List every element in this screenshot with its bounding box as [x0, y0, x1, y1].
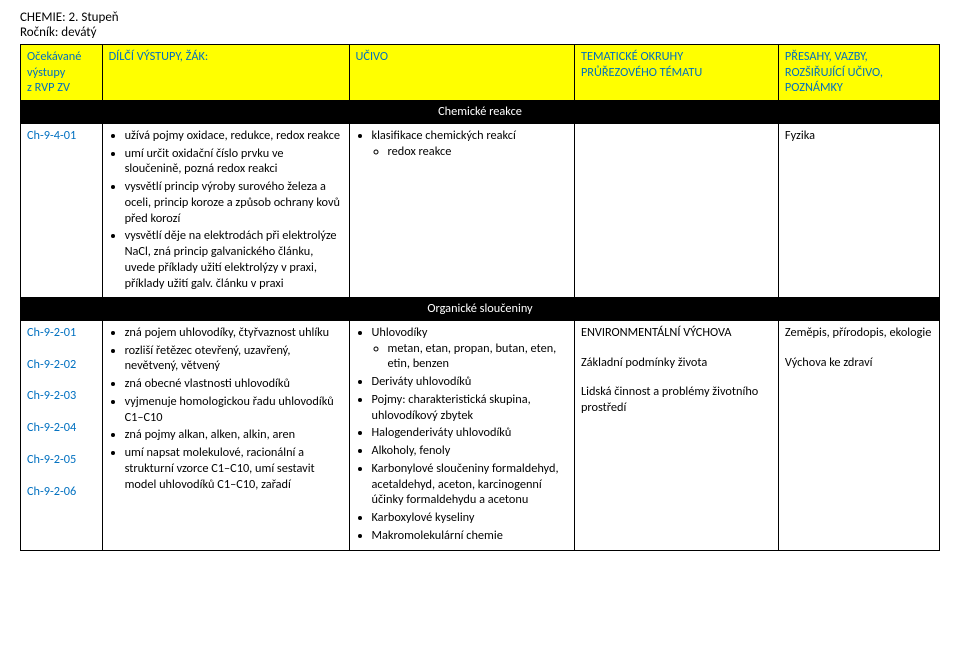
presahy-line: Výchova ke zdraví [785, 355, 933, 371]
outcome-item: vysvětlí princip výroby surového železa … [125, 179, 343, 226]
tema-line: Základní podmínky života [581, 355, 772, 371]
ucivo-item: Karboxylové kyseliny [372, 510, 568, 526]
outcomes-list: užívá pojmy oxidace, redukce, redox reak… [109, 128, 343, 291]
tema-line: Lidská činnost a problémy životního pros… [581, 384, 772, 415]
ucivo-text: Deriváty uhlovodíků [372, 374, 472, 389]
cell-presahy-2: Zeměpis, přírodopis, ekologie Výchova ke… [778, 321, 939, 551]
cell-outcomes-1: užívá pojmy oxidace, redukce, redox reak… [102, 123, 349, 297]
ucivo-sublist: redox reakce [372, 144, 568, 160]
section-title: Organické sloučeniny [21, 298, 940, 321]
hdr-col-1: DÍLČÍ VÝSTUPY, ŽÁK: [102, 45, 349, 101]
outcome-item: umí napsat molekulové, racionální a stru… [125, 445, 343, 492]
outcome-item: rozliší řetězec otevřený, uzavřený, nevě… [125, 343, 343, 374]
cell-presahy-1: Fyzika [778, 123, 939, 297]
section-row-chemicke-reakce: Chemické reakce [21, 101, 940, 124]
grade-line: Ročník: devátý [20, 25, 940, 40]
ucivo-item: Uhlovodíkymetan, etan, propan, butan, et… [372, 325, 568, 372]
outcome-item: vyjmenuje homologickou řadu uhlovodíků C… [125, 394, 343, 425]
code-text: Ch-9-2-04 [27, 420, 96, 436]
table-header-row: Očekávané výstupy z RVP ZV DÍLČÍ VÝSTUPY… [21, 45, 940, 101]
ucivo-subitem: metan, etan, propan, butan, eten, etin, … [388, 341, 568, 372]
hdr-col-2: UČIVO [349, 45, 574, 101]
ucivo-sublist: metan, etan, propan, butan, eten, etin, … [372, 341, 568, 372]
hdr-col-3: TEMATICKÉ OKRUHY PRŮŘEZOVÉHO TÉMATU [574, 45, 778, 101]
code-text: Ch-9-2-01 [27, 325, 96, 341]
cell-tema-1 [574, 123, 778, 297]
ucivo-item: Pojmy: charakteristická skupina, uhlovod… [372, 392, 568, 423]
row-section2: Ch-9-2-01 Ch-9-2-02 Ch-9-2-03 Ch-9-2-04 Ch-9… [21, 321, 940, 551]
outcome-item: užívá pojmy oxidace, redukce, redox reak… [125, 128, 343, 144]
code-text: Ch-9-2-03 [27, 388, 96, 404]
ucivo-text: Karboxylové kyseliny [372, 510, 475, 525]
ucivo-item: Deriváty uhlovodíků [372, 374, 568, 390]
presahy-text: Fyzika [785, 128, 815, 143]
ucivo-item: Karbonylové sloučeniny formaldehyd, acet… [372, 461, 568, 508]
code-text: Ch-9-2-02 [27, 357, 96, 373]
ucivo-text: Makromolekulární chemie [372, 528, 503, 543]
hdr-text: ROZŠIŘUJÍCÍ UČIVO, [785, 65, 883, 80]
ucivo-subitem: redox reakce [388, 144, 568, 160]
cell-ucivo-2: Uhlovodíkymetan, etan, propan, butan, et… [349, 321, 574, 551]
hdr-col-4: PŘESAHY, VAZBY, ROZŠIŘUJÍCÍ UČIVO, POZNÁ… [778, 45, 939, 101]
subject-title: CHEMIE: 2. Stupeň [20, 10, 940, 25]
cell-codes-2: Ch-9-2-01 Ch-9-2-02 Ch-9-2-03 Ch-9-2-04 Ch-9… [21, 321, 103, 551]
ucivo-item: Halogenderiváty uhlovodíků [372, 425, 568, 441]
presahy-line: Zeměpis, přírodopis, ekologie [785, 325, 933, 341]
code-text: Ch-9-2-06 [27, 484, 96, 500]
tema-line: ENVIRONMENTÁLNÍ VÝCHOVA [581, 325, 772, 341]
outcome-item: zná pojmy alkan, alken, alkin, aren [125, 427, 343, 443]
ucivo-item: Makromolekulární chemie [372, 528, 568, 544]
hdr-text: DÍLČÍ VÝSTUPY, ŽÁK: [109, 49, 209, 64]
cell-codes-1: Ch-9-4-01 [21, 123, 103, 297]
hdr-text: Očekávané [27, 49, 81, 64]
ucivo-list: klasifikace chemických reakcí redox reak… [356, 128, 568, 159]
outcome-item: umí určit oxidační číslo prvku ve slouče… [125, 146, 343, 177]
code-text: Ch-9-2-05 [27, 452, 96, 468]
code-text: Ch-9-4-01 [27, 128, 96, 144]
doc-header: CHEMIE: 2. Stupeň Ročník: devátý [20, 10, 940, 40]
ucivo-text: klasifikace chemických reakcí [372, 128, 516, 143]
cell-tema-2: ENVIRONMENTÁLNÍ VÝCHOVA Základní podmínk… [574, 321, 778, 551]
page: CHEMIE: 2. Stupeň Ročník: devátý Očekáva… [0, 0, 960, 664]
cell-outcomes-2: zná pojem uhlovodíky, čtyřvaznost uhlíku… [102, 321, 349, 551]
ucivo-text: Halogenderiváty uhlovodíků [372, 425, 512, 440]
curriculum-table: Očekávané výstupy z RVP ZV DÍLČÍ VÝSTUPY… [20, 44, 940, 551]
cell-ucivo-1: klasifikace chemických reakcí redox reak… [349, 123, 574, 297]
section-row-organicke-slouceniny: Organické sloučeniny [21, 298, 940, 321]
outcome-item: zná obecné vlastnosti uhlovodíků [125, 376, 343, 392]
outcomes-list: zná pojem uhlovodíky, čtyřvaznost uhlíku… [109, 325, 343, 492]
ucivo-text: Karbonylové sloučeniny formaldehyd, acet… [372, 461, 559, 507]
ucivo-item: klasifikace chemických reakcí redox reak… [372, 128, 568, 159]
outcome-item: zná pojem uhlovodíky, čtyřvaznost uhlíku [125, 325, 343, 341]
hdr-text: PŘESAHY, VAZBY, [785, 49, 868, 64]
hdr-text: PRŮŘEZOVÉHO TÉMATU [581, 65, 702, 80]
ucivo-item: Alkoholy, fenoly [372, 443, 568, 459]
ucivo-text: Alkoholy, fenoly [372, 443, 451, 458]
hdr-text: POZNÁMKY [785, 80, 843, 95]
ucivo-list: Uhlovodíkymetan, etan, propan, butan, et… [356, 325, 568, 544]
ucivo-text: Uhlovodíky [372, 325, 428, 340]
row-section1: Ch-9-4-01 užívá pojmy oxidace, redukce, … [21, 123, 940, 297]
ucivo-text: Pojmy: charakteristická skupina, uhlovod… [372, 392, 531, 423]
section-title: Chemické reakce [21, 101, 940, 124]
hdr-text: TEMATICKÉ OKRUHY [581, 49, 683, 64]
hdr-text: výstupy [27, 65, 65, 80]
hdr-col-0: Očekávané výstupy z RVP ZV [21, 45, 103, 101]
hdr-text: UČIVO [356, 49, 389, 64]
outcome-item: vysvětlí děje na elektrodách při elektro… [125, 228, 343, 291]
hdr-text: z RVP ZV [27, 80, 70, 95]
